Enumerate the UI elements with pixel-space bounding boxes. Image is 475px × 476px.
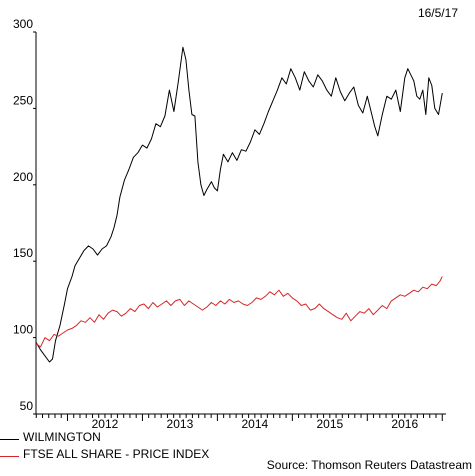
x-tick-label: 2016 <box>391 417 418 431</box>
date-label: 16/5/17 <box>417 6 458 20</box>
x-tick-label: 2015 <box>316 417 343 431</box>
legend-label-wilmington: WILMINGTON <box>23 429 101 444</box>
y-tick-label: 100 <box>13 323 33 337</box>
x-tick-label: 2012 <box>92 417 119 431</box>
y-tick-label: 150 <box>13 246 33 260</box>
legend-item-wilmington: WILMINGTON <box>0 428 209 445</box>
legend-label-ftse: FTSE ALL SHARE - PRICE INDEX <box>23 446 210 461</box>
legend-swatch-ftse <box>0 456 19 457</box>
source-note: Source: Thomson Reuters Datastream <box>266 458 472 472</box>
y-tick-label: 50 <box>20 399 34 413</box>
chart-ticks: 50 100 150 200 250 300 2012 2013 2014 2015 2016 <box>13 17 443 431</box>
chart-axes <box>35 32 446 415</box>
x-tick-label: 2013 <box>167 417 194 431</box>
legend-item-ftse: FTSE ALL SHARE - PRICE INDEX <box>0 445 209 462</box>
series-line-wilmington <box>35 46 443 363</box>
legend: WILMINGTON FTSE ALL SHARE - PRICE INDEX <box>0 428 209 462</box>
y-tick-label: 250 <box>13 93 33 107</box>
y-tick-label: 200 <box>13 170 33 184</box>
series-line-ftse <box>35 276 443 348</box>
chart-series <box>35 46 443 363</box>
y-tick-label: 300 <box>13 17 33 31</box>
legend-swatch-wilmington <box>0 439 19 440</box>
x-tick-label: 2014 <box>242 417 269 431</box>
